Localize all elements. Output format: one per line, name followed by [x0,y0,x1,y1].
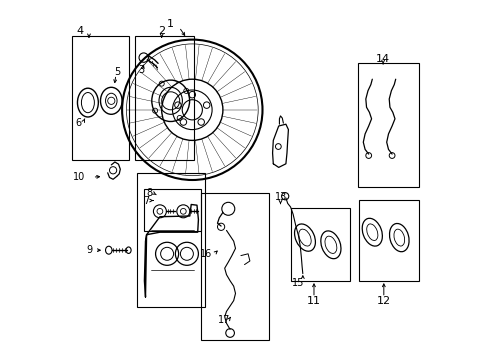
Text: 11: 11 [306,296,320,306]
Text: 6: 6 [75,118,81,129]
Bar [143,189,201,231]
Bar [357,63,418,187]
Text: 14: 14 [375,54,389,64]
Bar [200,193,268,340]
Text: 17: 17 [217,315,230,325]
Text: 7: 7 [143,195,149,206]
Bar [136,173,204,307]
Bar [72,36,128,160]
Text: 2: 2 [158,26,165,36]
Bar [358,200,418,281]
Bar [290,208,349,281]
Bar [134,36,194,160]
Text: 16: 16 [199,249,211,259]
Text: 1: 1 [167,19,174,29]
Text: 4: 4 [76,26,83,36]
Text: 13: 13 [275,192,287,202]
Text: 8: 8 [146,188,152,198]
Text: 10: 10 [73,172,85,182]
Text: 3: 3 [138,65,144,75]
Text: 9: 9 [86,245,93,255]
Text: 5: 5 [114,67,121,77]
Text: 12: 12 [376,296,390,306]
Text: 15: 15 [291,278,304,288]
